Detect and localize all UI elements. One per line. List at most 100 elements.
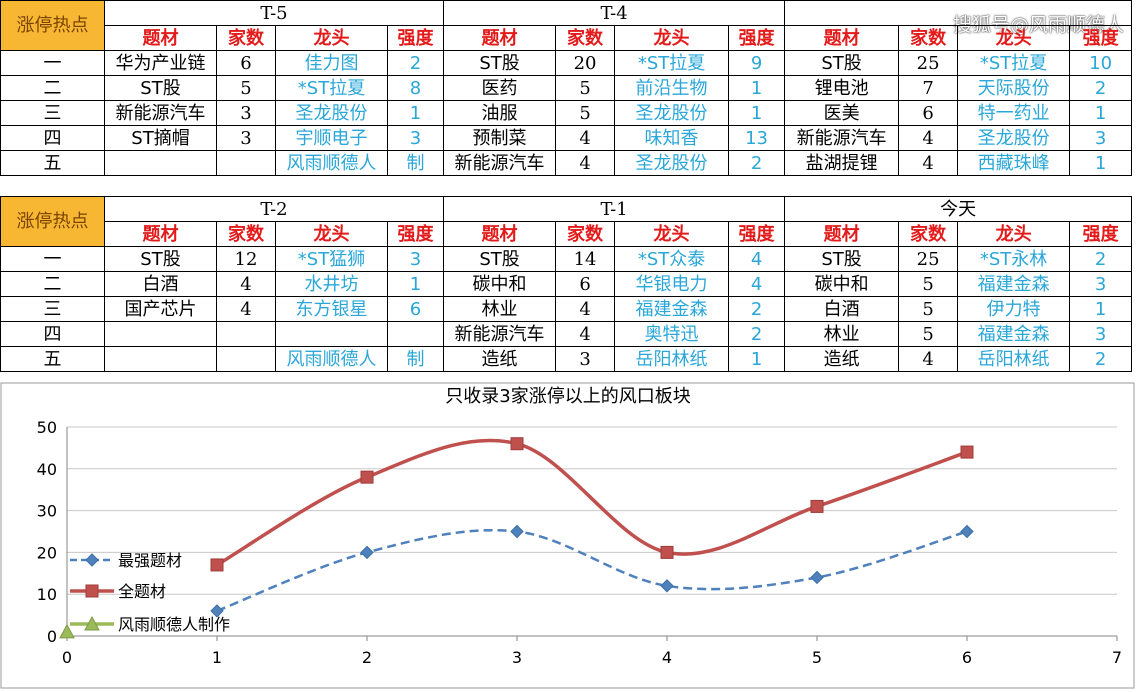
period-header-row: 涨停热点 T-2 T-1 今天 xyxy=(0,196,1133,247)
count-cell: 12 xyxy=(216,246,276,272)
leader-cell: 味知香 xyxy=(614,125,730,151)
strength-cell: 2 xyxy=(386,50,445,76)
topic-cell: 造纸 xyxy=(443,346,557,372)
strength-cell: 4 xyxy=(728,246,786,272)
count-header: 家数 xyxy=(555,25,616,51)
data-point xyxy=(660,579,674,593)
strength-cell xyxy=(386,321,445,347)
count-cell: 6 xyxy=(555,271,616,297)
topic-header: 题材 xyxy=(443,25,557,51)
topic-cell: ST股 xyxy=(443,246,557,272)
count-cell: 5 xyxy=(555,75,616,101)
period-label: T-4 xyxy=(443,0,786,26)
legend-marker xyxy=(85,553,99,567)
leader-header: 龙头 xyxy=(957,221,1071,247)
strength-cell: 3 xyxy=(386,246,445,272)
x-tick-label: 3 xyxy=(512,648,522,667)
count-cell: 14 xyxy=(555,246,616,272)
count-header: 家数 xyxy=(898,221,959,247)
leader-cell: *ST拉夏 xyxy=(957,50,1071,76)
count-cell: 3 xyxy=(216,125,276,151)
leader-cell: 佳力图 xyxy=(275,50,388,76)
topic-cell: 造纸 xyxy=(784,346,900,372)
count-header: 家数 xyxy=(898,25,959,51)
topic-header: 题材 xyxy=(784,221,900,247)
data-point xyxy=(510,524,524,539)
leader-cell: 特一药业 xyxy=(957,100,1071,126)
count-cell: 5 xyxy=(898,296,959,322)
chart-title: 只收录3家涨停以上的风口板块 xyxy=(445,386,690,407)
count-cell: 4 xyxy=(898,125,959,151)
period-label: T-1 xyxy=(443,196,786,222)
x-tick-label: 1 xyxy=(212,648,222,667)
topic-cell xyxy=(104,150,217,176)
rank-label: 四 xyxy=(0,321,105,347)
strength-cell: 2 xyxy=(1069,246,1133,272)
topic-cell: 白酒 xyxy=(784,296,900,322)
leader-cell: *ST众泰 xyxy=(614,246,730,272)
leader-cell xyxy=(275,321,388,347)
hot-label: 涨停热点 xyxy=(0,196,105,247)
strength-header: 强度 xyxy=(386,25,445,51)
x-tick-label: 2 xyxy=(362,648,372,667)
rank-label: 三 xyxy=(0,296,105,322)
count-cell: 4 xyxy=(898,346,959,372)
leader-cell: 西藏珠峰 xyxy=(957,150,1071,176)
strength-cell: 3 xyxy=(1069,271,1133,297)
rank-label: 一 xyxy=(0,50,105,76)
column-header-row: 题材 家数 龙头 强度 题材 家数 龙头 强度 题材 家数 龙头 强度 xyxy=(1,25,1133,51)
data-point xyxy=(360,545,374,560)
leader-cell: 奥特迅 xyxy=(614,321,730,347)
legend-marker xyxy=(84,615,100,631)
strength-cell: 1 xyxy=(728,100,786,126)
topic-cell: ST股 xyxy=(784,246,900,272)
count-header: 家数 xyxy=(216,25,276,51)
strength-cell: 8 xyxy=(386,75,445,101)
topic-cell xyxy=(104,346,217,372)
leader-header: 龙头 xyxy=(275,25,388,51)
leader-cell: 风雨顺德人 xyxy=(275,346,388,372)
topic-cell: 新能源汽车 xyxy=(784,125,900,151)
period-label: T-2 xyxy=(103,196,445,222)
topic-cell: 新能源汽车 xyxy=(443,321,557,347)
data-point xyxy=(360,470,374,484)
topic-cell: 锂电池 xyxy=(784,75,900,101)
strength-cell: 1 xyxy=(1069,150,1133,176)
count-cell: 7 xyxy=(898,75,959,101)
leader-cell: 福建金森 xyxy=(614,296,730,322)
topic-header: 题材 xyxy=(104,25,217,51)
legend-marker xyxy=(85,584,99,598)
topic-cell: 白酒 xyxy=(104,271,217,297)
count-cell: 3 xyxy=(555,346,616,372)
leader-cell: 东方银星 xyxy=(275,296,388,322)
strength-cell: 制 xyxy=(386,346,445,372)
count-cell: 3 xyxy=(216,100,276,126)
topic-cell: 新能源汽车 xyxy=(443,150,557,176)
strength-header: 强度 xyxy=(1069,25,1133,51)
x-tick-label: 0 xyxy=(62,648,72,667)
topic-cell xyxy=(104,321,217,347)
legend-label: 全题材 xyxy=(118,582,166,601)
count-cell xyxy=(216,321,276,347)
count-cell: 4 xyxy=(555,321,616,347)
leader-cell: 水井坊 xyxy=(275,271,388,297)
leader-cell: 宇顺电子 xyxy=(275,125,388,151)
topic-cell: 医美 xyxy=(784,100,900,126)
leader-cell: 圣龙股份 xyxy=(275,100,388,126)
chart-frame xyxy=(0,382,1135,689)
strength-cell: 9 xyxy=(728,50,786,76)
strength-cell: 2 xyxy=(1069,346,1133,372)
topic-cell: 华为产业链 xyxy=(104,50,217,76)
topic-cell: ST摘帽 xyxy=(104,125,217,151)
x-tick-label: 5 xyxy=(812,648,822,667)
hot-label: 涨停热点 xyxy=(0,0,105,51)
data-point xyxy=(210,558,224,572)
rank-label: 二 xyxy=(0,75,105,101)
table-row: 五风雨顺德人制新能源汽车 4 圣龙股份 2 盐湖提锂 4 西藏珠峰 1 xyxy=(0,150,1133,176)
x-tick-label: 6 xyxy=(962,648,972,667)
rank-label: 四 xyxy=(0,125,105,151)
count-cell: 20 xyxy=(555,50,616,76)
series-line xyxy=(216,528,968,613)
count-cell: 5 xyxy=(555,100,616,126)
legend-label: 风雨顺德人制作 xyxy=(118,615,230,634)
